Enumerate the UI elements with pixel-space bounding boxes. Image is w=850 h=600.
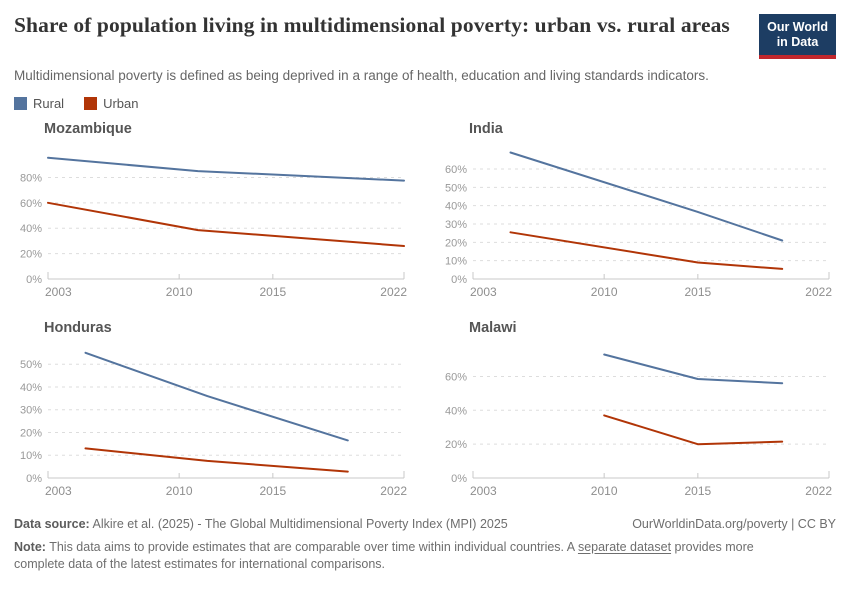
line-rural [47, 156, 405, 182]
page-title: Share of population living in multidimen… [14, 13, 730, 37]
legend-swatch [14, 97, 27, 110]
line-urban [84, 447, 349, 473]
line-rural [509, 151, 784, 242]
y-tick-label: 0% [26, 473, 42, 485]
chart-title: India [469, 121, 503, 137]
x-tick-label: 2022 [380, 484, 407, 498]
credit-link[interactable]: OurWorldinData.org/poverty | CC BY [632, 517, 836, 531]
owid-logo-line2: in Data [776, 35, 819, 49]
legend-label: Rural [33, 96, 65, 111]
legend-item-urban[interactable]: Urban [84, 96, 139, 111]
chart-title: Mozambique [44, 121, 132, 137]
y-tick-label: 60% [20, 198, 42, 210]
y-tick-label: 20% [445, 439, 467, 451]
chart-subtitle: Multidimensional poverty is defined as b… [14, 68, 709, 83]
owid-logo[interactable]: Our World in Data [759, 14, 836, 59]
data-source: Data source: Alkire et al. (2025) - The … [14, 517, 508, 531]
x-tick-label: 2010 [166, 285, 193, 299]
chart-svg: 0% 20% 40% 60% 80% 2003 2010 2015 2022 [20, 156, 407, 299]
footer-source-row: Data source: Alkire et al. (2025) - The … [14, 517, 836, 531]
x-tick-label: 2003 [45, 484, 72, 498]
chart-panel-mozambique: Mozambique 0% 20% 40% 60% 80% 2003 2010 2015 202… [14, 121, 410, 310]
footer-note: Note: This data aims to provide estimate… [14, 539, 756, 574]
y-tick-label: 60% [445, 164, 467, 176]
legend-swatch [84, 97, 98, 110]
x-tick-label: 2022 [380, 285, 407, 299]
y-tick-label: 20% [20, 427, 42, 439]
data-source-label: Data source: [14, 517, 90, 531]
line-urban [47, 201, 405, 247]
note-text-after: provides more complete data of the lates… [14, 540, 754, 572]
y-tick-label: 40% [20, 382, 42, 394]
x-tick-label: 2022 [805, 484, 832, 498]
x-tick-label: 2015 [684, 285, 711, 299]
chart-title: Malawi [469, 320, 517, 336]
y-tick-label: 0% [26, 274, 42, 286]
y-tick-label: 40% [20, 223, 42, 235]
y-tick-label: 0% [451, 274, 467, 286]
y-tick-label: 80% [20, 172, 42, 184]
legend-item-rural[interactable]: Rural [14, 96, 64, 111]
chart-panel-malawi: Malawi 0% 20% 40% 60% 2003 2010 2015 2022 [439, 320, 835, 509]
note-label: Note: [14, 540, 46, 554]
y-tick-label: 10% [445, 256, 467, 268]
y-tick-label: 50% [445, 182, 467, 194]
line-rural [603, 353, 784, 385]
y-tick-label: 20% [445, 237, 467, 249]
chart-panel-honduras: Honduras 0% 10% 20% 30% 40% 50% 2003 2010 2015 20… [14, 320, 410, 509]
y-tick-label: 0% [451, 473, 467, 485]
y-tick-label: 40% [445, 201, 467, 213]
footer: Data source: Alkire et al. (2025) - The … [14, 517, 836, 574]
line-urban [509, 231, 784, 270]
x-tick-label: 2010 [166, 484, 193, 498]
y-tick-label: 40% [445, 405, 467, 417]
chart-svg: 0% 20% 40% 60% 2003 2010 2015 2022 [445, 353, 832, 498]
chart-title: Honduras [44, 320, 112, 336]
y-tick-label: 10% [20, 450, 42, 462]
legend: Rural Urban [14, 96, 836, 111]
data-source-text: Alkire et al. (2025) - The Global Multid… [89, 517, 508, 531]
x-tick-label: 2015 [259, 285, 286, 299]
y-tick-label: 30% [445, 219, 467, 231]
line-rural [84, 351, 349, 442]
y-tick-label: 20% [20, 249, 42, 261]
chart-panel-india: India 0% 10% 20% 30% 40% 50% 60% 2003 2010 2015 20… [439, 121, 835, 310]
chart-svg: 0% 10% 20% 30% 40% 50% 60% 2003 2010 2015 2022 [445, 151, 832, 299]
y-tick-label: 30% [20, 405, 42, 417]
x-tick-label: 2022 [805, 285, 832, 299]
y-tick-label: 60% [445, 371, 467, 383]
x-tick-label: 2010 [591, 484, 618, 498]
x-tick-label: 2015 [684, 484, 711, 498]
legend-label: Urban [103, 96, 139, 111]
line-urban [603, 414, 784, 446]
charts-grid: Mozambique 0% 20% 40% 60% 80% 2003 2010 2015 202… [14, 121, 836, 509]
owid-logo-line1: Our World [767, 20, 828, 34]
x-tick-label: 2003 [470, 285, 497, 299]
x-tick-label: 2010 [591, 285, 618, 299]
separate-dataset-link[interactable]: separate dataset [577, 540, 672, 554]
y-tick-label: 50% [20, 359, 42, 371]
x-tick-label: 2003 [45, 285, 72, 299]
x-tick-label: 2015 [259, 484, 286, 498]
chart-svg: 0% 10% 20% 30% 40% 50% 2003 2010 2015 2022 [20, 351, 407, 498]
x-tick-label: 2003 [470, 484, 497, 498]
note-text-before: This data aims to provide estimates that… [45, 540, 578, 554]
header: Share of population living in multidimen… [14, 12, 836, 59]
